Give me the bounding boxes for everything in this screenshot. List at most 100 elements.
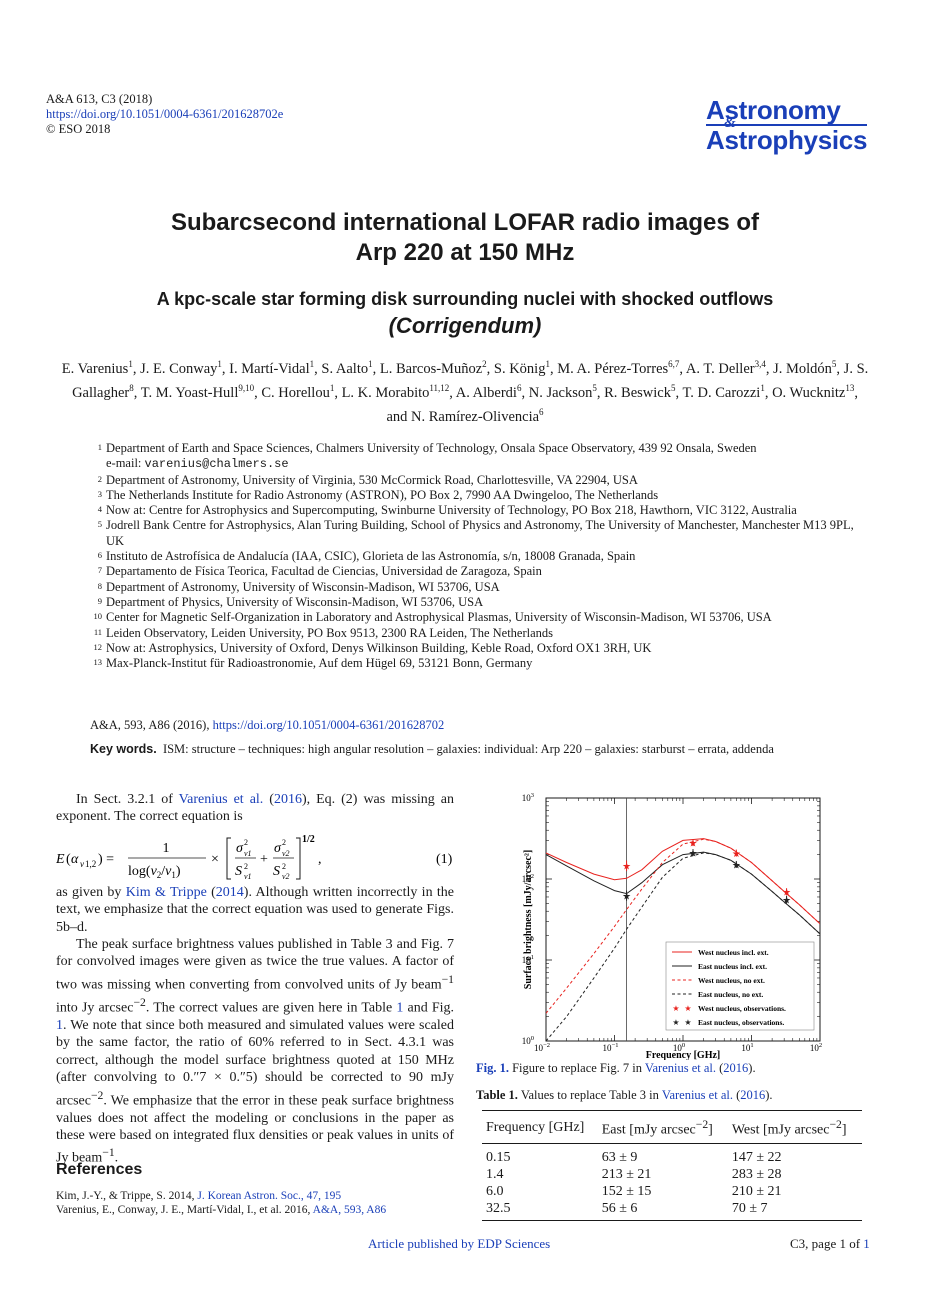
publisher-link[interactable]: Article published by EDP Sciences (368, 1236, 551, 1251)
legend-box (665, 941, 815, 1031)
table-cite[interactable]: Varenius et al. (661, 1088, 733, 1102)
x-tick-label: 102 (810, 1042, 822, 1053)
svg-text:ν: ν (80, 859, 84, 869)
legend-label: East nucleus incl. ext. (698, 962, 767, 971)
author-affiliation-mark: 5 (592, 382, 597, 393)
y-tick-label: 103 (522, 792, 534, 803)
figure-1-link[interactable]: 1 (56, 1017, 63, 1033)
x-axis-label: Frequency [GHz] (646, 1050, 721, 1060)
values-table: Frequency [GHz] East [mJy arcsec−2] West… (482, 1110, 862, 1221)
legend-label: West nucleus incl. ext. (698, 948, 769, 957)
author-affiliation-mark: 13 (845, 382, 855, 393)
author-affiliation-mark: 2 (482, 359, 487, 369)
table-cell: 70 ± 7 (727, 1199, 862, 1221)
table-row: 32.5 56 ± 6 70 ± 7 (482, 1199, 862, 1221)
cite-kim-trippe[interactable]: Kim & Trippe (125, 884, 207, 900)
author-affiliation-mark: 6 (516, 382, 522, 393)
legend-label: West nucleus, observations. (698, 1004, 786, 1013)
figure-1-chart: 10−2 10−1 100 101 102 100 101 102 103 Frequency [… (522, 792, 822, 1060)
affiliation: 6 Instituto de Astrofísica de Andalucía (… (97, 549, 636, 564)
author: C. Horellou (261, 384, 330, 401)
observation-point: ★ (689, 848, 698, 859)
figure-label[interactable]: Fig. 1. (476, 1061, 509, 1075)
affiliation: 11 Leiden Observatory, Leiden University,… (93, 625, 554, 640)
svg-text:(: ( (66, 852, 71, 867)
author-affiliation-mark: 1 (760, 382, 765, 393)
observation-point: ★ (622, 891, 631, 902)
author-affiliation-mark: 5 (670, 382, 676, 393)
table-cell: 213 ± 21 (601, 1166, 652, 1182)
email-address[interactable]: varenius@chalmers.se (144, 457, 289, 472)
svg-text:2: 2 (282, 862, 286, 871)
affiliation: 2 Department of Astronomy, University of … (97, 472, 638, 487)
table-cite-year[interactable]: 2016 (740, 1088, 766, 1102)
paragraph-3: The peak surface brightness values publi… (56, 937, 455, 1167)
reference-item: Kim, J.-Y., & Trippe, S. 2014, J. Korean… (56, 1190, 342, 1202)
table-1-link[interactable]: 1 (396, 1000, 404, 1016)
copyright: © ESO 2018 (46, 122, 111, 136)
keywords: Key words. ISM: structure – techniques: … (90, 742, 860, 758)
observation-point: ★ (732, 860, 741, 871)
author: J. E. Conway (140, 360, 218, 377)
author: M. A. Pérez-Torres (557, 360, 669, 377)
svg-text:log(ν2/ν1): log(ν2/ν1) (128, 864, 181, 880)
legend-marker: ★ (684, 1018, 691, 1027)
original-ref-link[interactable]: https://doi.org/10.1051/0004-6361/201628… (212, 718, 445, 732)
observation-point: ★ (732, 849, 741, 860)
references-heading: References (56, 1161, 143, 1178)
cite-kim-trippe-year[interactable]: 2014 (215, 884, 244, 900)
affiliation: 9 Department of Physics, University of Wi… (97, 594, 484, 609)
affiliation: 13 Max-Planck-Institut für Radioastronomi… (93, 656, 533, 671)
author-affiliation-mark: 9,10 (238, 382, 255, 393)
svg-text:1/2: 1/2 (302, 834, 315, 845)
observation-point: ★ (622, 861, 631, 872)
author: N. Jackson (528, 384, 593, 401)
figure-cite-year[interactable]: 2016 (723, 1061, 749, 1075)
svg-text:1: 1 (163, 841, 170, 856)
figure-cite[interactable]: Varenius et al. (644, 1061, 716, 1075)
paragraph-2: as given by Kim & Trippe (2014). Althoug… (56, 884, 454, 935)
svg-text:S: S (273, 864, 280, 879)
reference-link[interactable]: J. Korean Astron. Soc., 47, 195 (197, 1190, 342, 1202)
author: E. Varenius (61, 360, 129, 377)
svg-text:2: 2 (244, 862, 248, 871)
table-cell: 283 ± 28 (731, 1166, 782, 1182)
author: L. K. Morabito (341, 384, 430, 401)
author: N. Ramírez-Olivencia (411, 408, 540, 425)
paper-subtitle: A kpc-scale star forming disk surroundin… (156, 289, 774, 309)
logo-ampersand: & (724, 115, 736, 131)
legend-marker: ★ (684, 1004, 691, 1013)
affiliation: 1 Department of Earth and Space Sciences,… (97, 441, 757, 472)
journal-logo[interactable]: Astronomy & Astrophysics (706, 95, 876, 155)
author-affiliation-mark: 6 (539, 406, 544, 417)
paragraph-1: In Sect. 3.2.1 of Varenius et al. (2016)… (56, 792, 454, 825)
author: S. König (493, 360, 546, 377)
author-affiliation-mark: 11,12 (429, 382, 450, 393)
table-row: 0.15 63 ± 9 147 ± 22 (482, 1143, 862, 1166)
affiliation: 5 Jodrell Bank Centre for Astrophysics, A… (97, 518, 854, 548)
table-header-frequency: Frequency [GHz] (482, 1110, 598, 1144)
author-affiliation-mark: 3,4 (754, 359, 766, 369)
paper-title: Subarcsecond international LOFAR radio i… (60, 208, 870, 268)
author: T. M. Yoast-Hull (140, 384, 239, 401)
cite-varenius[interactable]: Varenius et al. (178, 792, 264, 807)
logo-rule (706, 124, 867, 126)
cite-varenius-year[interactable]: 2016 (273, 792, 302, 807)
body-text: In Sect. 3.2.1 of Varenius et al. (2016)… (56, 791, 454, 1168)
svg-text:1,2: 1,2 (85, 859, 96, 869)
observation-point: ★ (782, 895, 791, 906)
author-affiliation-mark: 6,7 (668, 359, 680, 369)
observation-point: ★ (782, 888, 791, 899)
table-row: 1.4 213 ± 21 283 ± 28 (482, 1166, 862, 1183)
author-affiliation-mark: 1 (128, 359, 133, 369)
svg-text:α: α (71, 852, 79, 867)
table-cell: 1.4 (486, 1166, 504, 1182)
svg-text:S: S (235, 864, 242, 879)
author: J. Moldón (773, 360, 832, 377)
reference-link[interactable]: A&A, 593, A86 (312, 1204, 387, 1216)
author: L. Barcos-Muñoz (379, 360, 483, 377)
legend-label: East nucleus, no ext. (698, 990, 763, 999)
y-axis-label: Surface brightness [mJy/arcsec²] (523, 850, 534, 989)
doi-link[interactable]: https://doi.org/10.1051/0004-6361/201628… (46, 107, 284, 121)
affiliation: 7 Departamento de Física Teorica, Faculta… (97, 564, 542, 579)
